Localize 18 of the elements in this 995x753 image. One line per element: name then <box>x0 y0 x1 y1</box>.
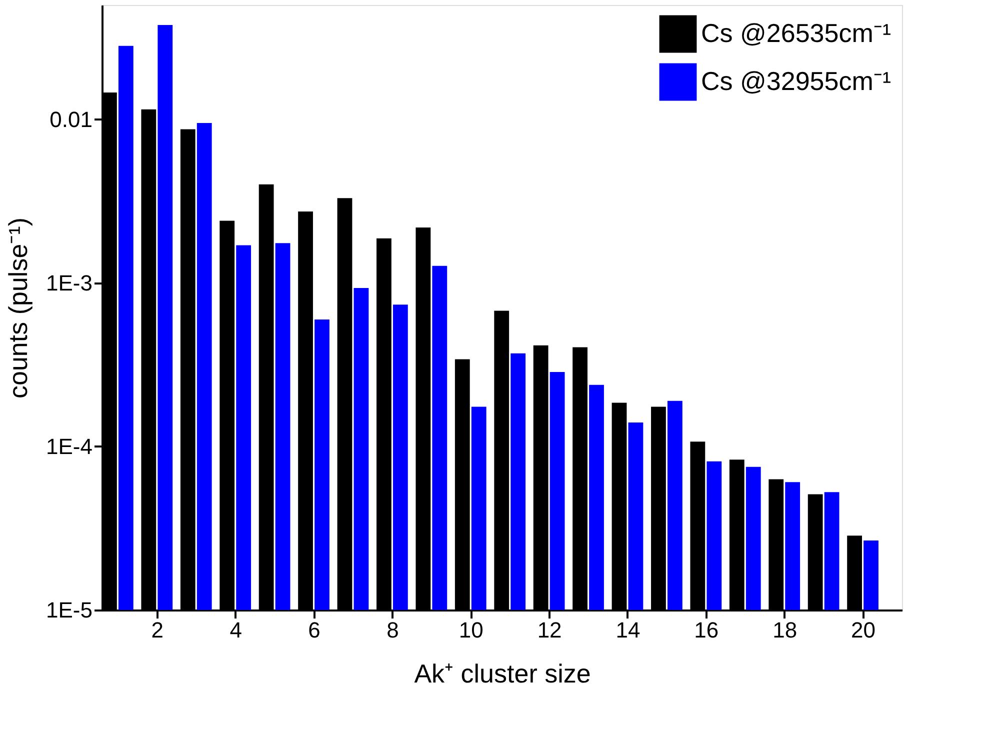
y-tick-label: 0.01 <box>50 106 92 132</box>
y-tick-label: 1E-4 <box>46 434 92 459</box>
x-axis-title: Ak⁺ cluster size <box>414 658 591 688</box>
x-tick-label: 16 <box>694 618 719 642</box>
y-axis-title: counts (pulse⁻¹) <box>3 218 34 398</box>
x-tick-label: 14 <box>616 618 640 642</box>
x-tick-label: 18 <box>772 618 798 642</box>
x-tick-label: 20 <box>851 618 876 642</box>
x-tick-label: 2 <box>151 618 164 642</box>
x-tick-label: 12 <box>537 618 562 642</box>
legend-label: Cs @26535cm⁻¹ <box>701 18 892 48</box>
x-tick-label: 10 <box>458 618 484 642</box>
x-tick-label: 4 <box>230 618 242 642</box>
y-tick-label: 1E-3 <box>46 270 92 296</box>
x-tick-label: 6 <box>308 618 320 642</box>
y-tick-label: 1E-5 <box>46 598 92 622</box>
legend-label: Cs @32955cm⁻¹ <box>701 66 892 96</box>
x-tick-label: 8 <box>386 618 399 642</box>
